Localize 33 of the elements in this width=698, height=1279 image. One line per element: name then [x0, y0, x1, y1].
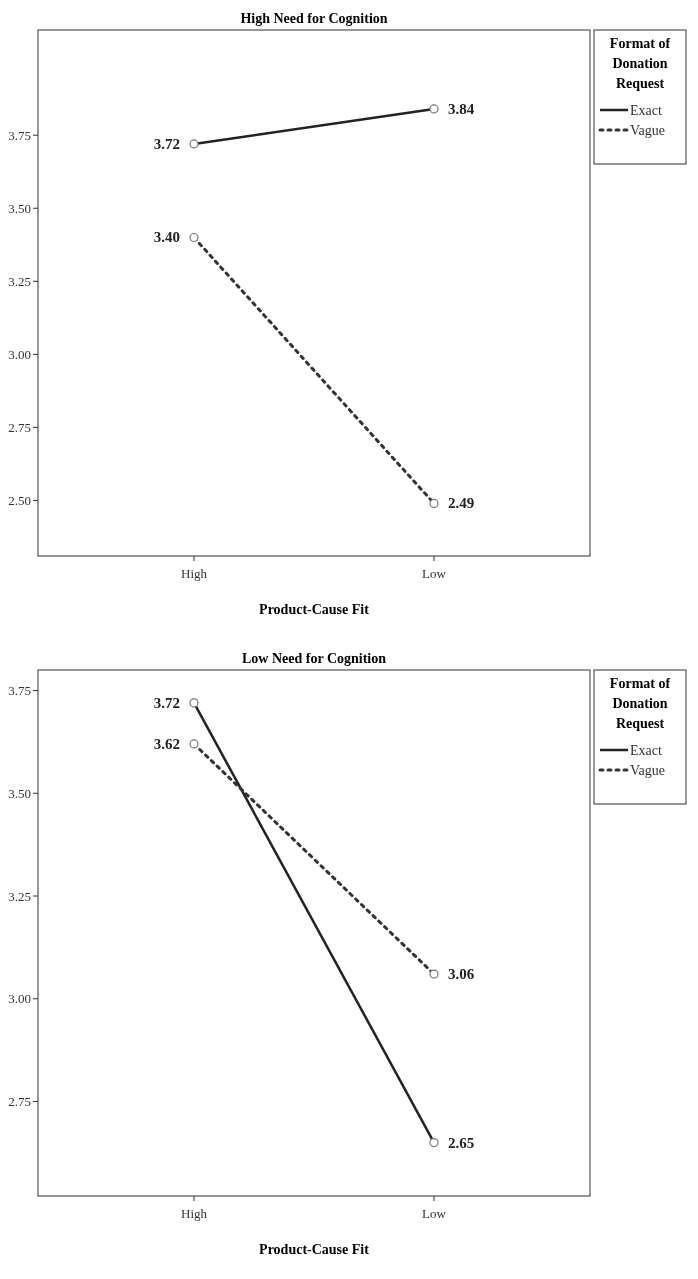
- legend-label: Vague: [630, 763, 665, 778]
- y-tick-label: 3.25: [8, 273, 31, 289]
- y-tick-label: 2.75: [8, 419, 31, 435]
- y-tick-label: 3.50: [8, 200, 31, 216]
- data-label: 3.06: [448, 966, 475, 983]
- chart-title: Low Need for Cognition: [241, 651, 387, 666]
- y-tick-label: 3.75: [8, 683, 31, 699]
- x-axis-title: Product-Cause Fit: [259, 1242, 370, 1257]
- x-tick-label: High: [181, 566, 208, 581]
- legend-label: Exact: [630, 743, 662, 758]
- data-label: 3.72: [153, 135, 180, 152]
- y-tick-label: 3.25: [8, 888, 31, 904]
- data-label: 2.65: [448, 1134, 475, 1151]
- y-tick-label: 3.00: [8, 346, 31, 362]
- x-tick-label: Low: [422, 566, 447, 581]
- data-label: 3.40: [153, 229, 180, 246]
- legend-title: Format of Donation Request: [609, 676, 671, 731]
- data-label: 3.84: [448, 100, 475, 117]
- y-tick-label: 3.75: [8, 127, 31, 143]
- x-axis-title: Product-Cause Fit: [259, 602, 370, 617]
- legend-label: Exact: [630, 103, 662, 118]
- data-label: 3.72: [153, 694, 180, 711]
- legend-title: Format of Donation Request: [609, 36, 671, 91]
- chart-title: High Need for Cognition: [240, 11, 388, 26]
- x-tick-label: Low: [422, 1206, 447, 1221]
- legend-label: Vague: [630, 123, 665, 138]
- y-tick-label: 2.75: [8, 1094, 31, 1110]
- data-label: 3.62: [153, 735, 180, 752]
- y-tick-label: 3.50: [8, 785, 31, 801]
- data-label: 2.49: [448, 495, 475, 512]
- y-tick-label: 2.50: [8, 493, 31, 509]
- x-tick-label: High: [181, 1206, 208, 1221]
- y-tick-label: 3.00: [8, 991, 31, 1007]
